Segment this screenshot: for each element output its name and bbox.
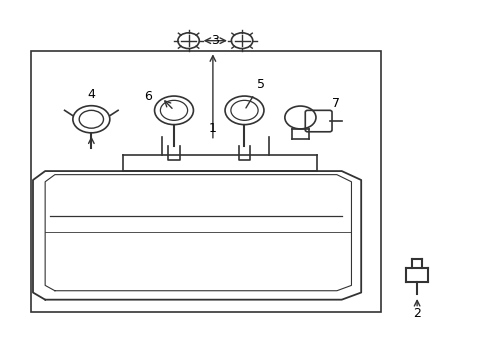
Text: 5: 5: [256, 78, 264, 91]
Text: 6: 6: [144, 90, 152, 103]
Text: 1: 1: [208, 122, 216, 135]
Bar: [30, 51, 380, 312]
Text: 3: 3: [211, 34, 219, 47]
Text: 7: 7: [331, 97, 339, 111]
Text: 4: 4: [87, 89, 95, 102]
Text: 2: 2: [412, 307, 420, 320]
